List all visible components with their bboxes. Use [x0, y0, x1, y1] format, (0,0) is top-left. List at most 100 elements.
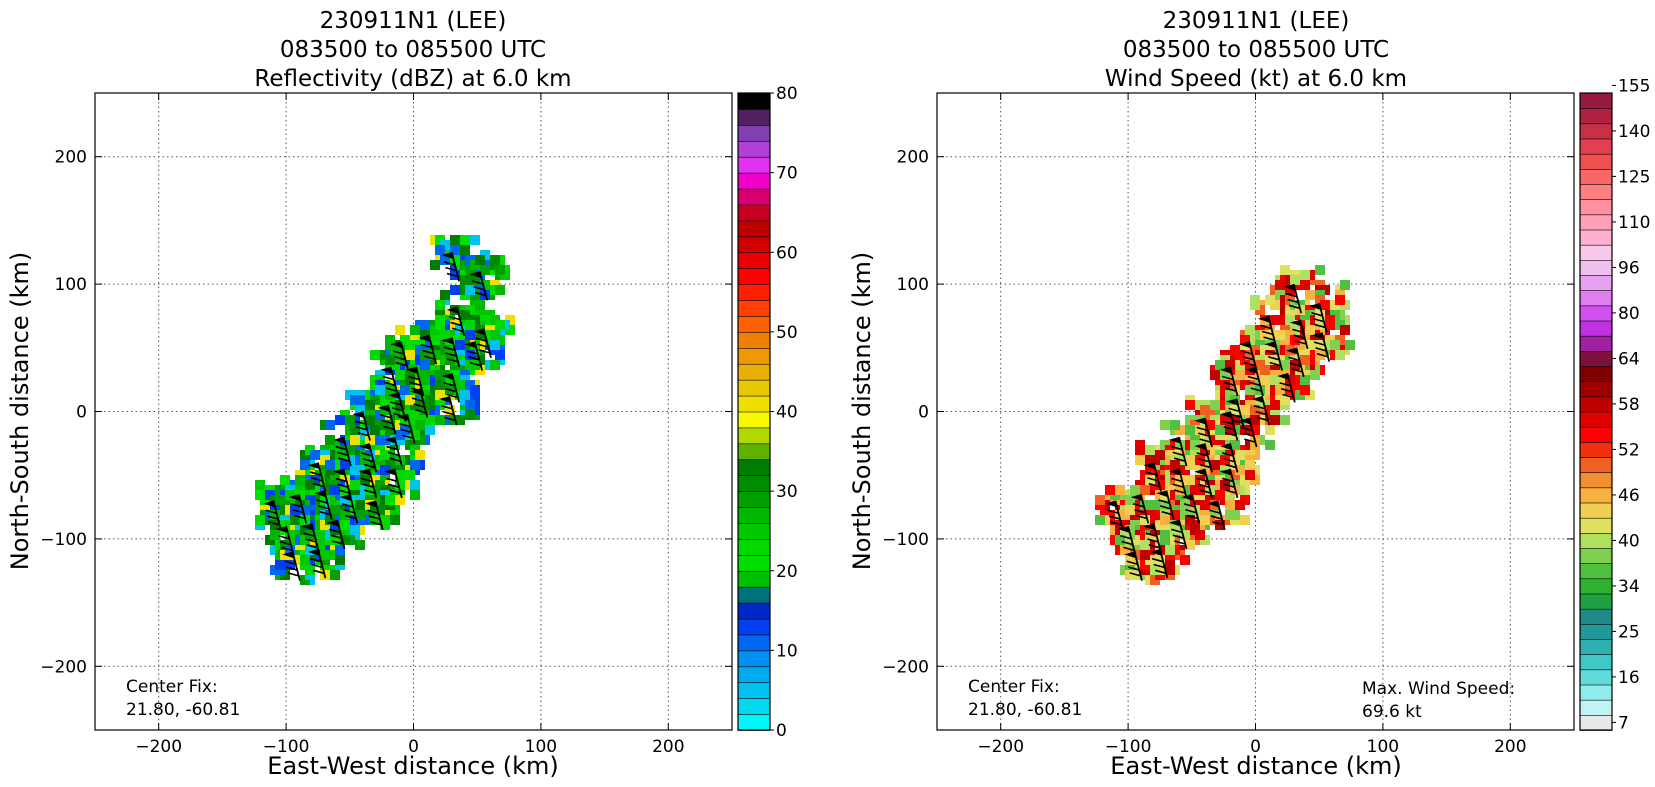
wind-barb	[1124, 551, 1143, 581]
field-cell	[1140, 500, 1150, 510]
x-tick-label: −100	[1105, 737, 1152, 757]
wind-barb	[1168, 468, 1188, 499]
colorbar-bin	[737, 140, 771, 158]
y-tick-label: 100	[55, 275, 87, 295]
wind-barb	[405, 366, 425, 397]
field-cell	[435, 390, 445, 400]
reflectivity-panel: 230911N1 (LEE) 083500 to 085500 UTC Refl…	[6, 8, 798, 780]
field-cell	[290, 515, 300, 525]
field-cell	[1290, 275, 1300, 285]
field-cell	[440, 330, 450, 340]
colorbar-bin	[737, 586, 771, 604]
wind-barb	[1219, 366, 1239, 397]
field-cell	[350, 435, 360, 445]
field-cell	[460, 390, 470, 400]
field-cell	[335, 450, 345, 460]
field-cell	[375, 385, 385, 395]
colorbar-bin	[1579, 669, 1613, 686]
field-cell	[395, 495, 405, 505]
field-cell	[270, 510, 280, 520]
field-cell	[1170, 420, 1180, 430]
y-tick-label: 200	[897, 148, 929, 168]
wind-barb	[1130, 494, 1150, 524]
colorbar-bin	[737, 267, 771, 285]
colorbar-bin	[737, 665, 771, 684]
colorbar-tick-label: 46	[1618, 486, 1640, 506]
colorbar-bin	[1579, 684, 1613, 701]
field-cell	[1220, 455, 1230, 465]
field-cell	[335, 555, 345, 565]
field-cell	[455, 415, 465, 425]
field-cell	[1240, 515, 1250, 525]
colorbar-bin	[737, 681, 771, 699]
field-cell	[1160, 500, 1170, 510]
x-tick-label: 0	[408, 737, 419, 757]
field-cell	[435, 380, 445, 390]
field-cell	[1140, 550, 1150, 560]
field-cell	[1125, 505, 1135, 515]
field-cell	[480, 265, 490, 275]
field-cell	[1190, 440, 1200, 450]
field-cell	[1275, 280, 1285, 290]
wind-barb	[446, 306, 466, 337]
field-cell	[325, 435, 335, 445]
wind-barb	[1194, 417, 1213, 448]
colorbar-bin	[737, 283, 771, 301]
colorbar-bin	[1579, 138, 1613, 155]
field-cell	[440, 290, 450, 300]
field-cell	[325, 420, 335, 430]
field-cell	[295, 475, 305, 485]
field-cell	[1325, 320, 1335, 330]
colorbar-bin	[737, 172, 771, 190]
field-cell	[1220, 415, 1230, 425]
field-cell	[355, 540, 365, 550]
field-cell	[320, 550, 330, 560]
field-cell	[315, 530, 325, 540]
field-cell	[1305, 290, 1315, 300]
field-cell	[1285, 285, 1295, 295]
title-line-3: Wind Speed (kt) at 6.0 km	[1105, 66, 1407, 92]
wind-barb	[1181, 494, 1201, 524]
field-cell	[1225, 360, 1235, 370]
field-cell	[425, 425, 435, 435]
field-cell	[490, 330, 500, 340]
wind-barb	[1168, 436, 1188, 467]
field-cell	[1160, 420, 1170, 430]
field-cell	[465, 350, 475, 360]
field-cell	[1270, 330, 1280, 340]
x-tick-label: −100	[263, 737, 310, 757]
field-cell	[1165, 565, 1175, 575]
wind-barb	[1289, 319, 1309, 350]
field-cell	[1270, 400, 1280, 410]
field-cell	[395, 430, 405, 440]
field-cell	[280, 475, 290, 485]
field-cell	[425, 395, 435, 405]
field-cell	[450, 255, 460, 265]
field-cell	[1195, 530, 1205, 540]
field-cell	[1245, 350, 1255, 360]
field-cell	[1260, 330, 1270, 340]
y-axis-label: North-South distance (km)	[848, 252, 876, 571]
x-tick-label: 200	[652, 737, 684, 757]
colorbar-bin	[737, 458, 771, 476]
colorbar-tick-label: 64	[1618, 349, 1640, 369]
colorbar-tick-label: 16	[1618, 668, 1640, 688]
field-cell	[340, 495, 350, 505]
colorbar-bin	[737, 411, 771, 429]
colorbar-bin	[1579, 350, 1613, 367]
x-tick-label: 100	[525, 737, 557, 757]
colorbar-tick-label: 52	[1618, 440, 1640, 460]
field-cell	[1265, 425, 1275, 435]
field-cell	[1195, 425, 1205, 435]
field-cell	[490, 340, 500, 350]
field-cell	[300, 460, 310, 470]
field-cell	[255, 480, 265, 490]
field-cell	[1235, 370, 1245, 380]
colorbar-tick-label: 70	[776, 164, 798, 184]
field-cell	[1135, 440, 1145, 450]
field-cell	[355, 510, 365, 520]
field-cell	[1240, 335, 1250, 345]
colorbar-bin	[737, 108, 771, 126]
colorbar-bin	[1579, 214, 1613, 231]
